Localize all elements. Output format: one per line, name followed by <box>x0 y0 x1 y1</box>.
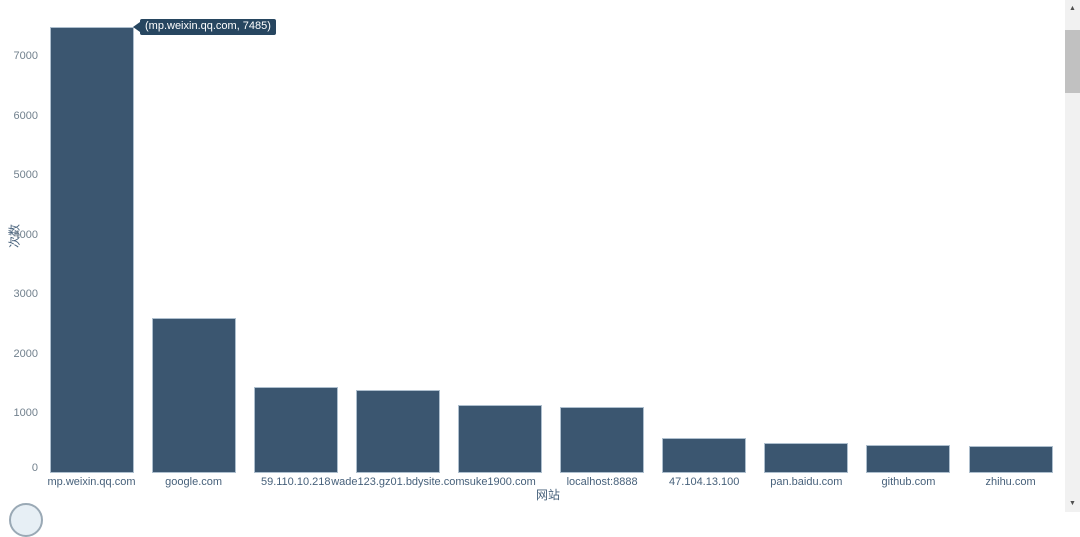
bar[interactable] <box>457 405 542 473</box>
x-tick-label: google.com <box>165 476 223 488</box>
y-tick-label: 4000 <box>13 228 38 241</box>
bar[interactable] <box>253 387 338 473</box>
floating-button-partial[interactable] <box>9 503 43 537</box>
x-tick-label: pan.baidu.com <box>770 476 843 488</box>
bar[interactable] <box>151 318 236 473</box>
tooltip-arrow-icon <box>133 22 140 32</box>
scroll-up-icon: ▲ <box>1069 5 1076 12</box>
x-tick-label: 59.110.10.218 <box>260 476 331 488</box>
bar[interactable] <box>764 442 849 473</box>
bar[interactable] <box>49 27 134 473</box>
scroll-up-button[interactable]: ▲ <box>1065 0 1080 17</box>
scroll-down-button[interactable]: ▼ <box>1065 495 1080 512</box>
bar[interactable] <box>560 406 645 473</box>
tooltip-text: (mp.weixin.qq.com, 7485) <box>140 19 276 35</box>
y-tick-label: 5000 <box>13 169 38 182</box>
x-axis-title: 网站 <box>535 488 561 502</box>
bar[interactable] <box>968 445 1053 473</box>
x-tick-label: localhost:8888 <box>566 476 638 488</box>
y-tick-label: 7000 <box>13 50 38 63</box>
scroll-down-icon: ▼ <box>1069 500 1076 507</box>
x-tick-label: suke1900.com <box>464 476 536 488</box>
y-tick-label: 1000 <box>13 407 38 420</box>
x-tick-label: github.com <box>881 476 936 488</box>
y-tick-label: 6000 <box>13 109 38 122</box>
x-tick-label: 47.104.13.100 <box>669 476 740 488</box>
bar[interactable] <box>355 389 440 473</box>
scrollbar-thumb[interactable] <box>1065 30 1080 93</box>
vertical-scrollbar[interactable]: ▲ ▼ <box>1065 0 1080 512</box>
bar[interactable] <box>866 445 951 473</box>
y-tick-label: 2000 <box>13 347 38 360</box>
y-tick-label: 3000 <box>13 288 38 301</box>
y-tick-label: 0 <box>31 462 38 474</box>
x-tick-label: mp.weixin.qq.com <box>47 476 136 488</box>
x-tick-label: zhihu.com <box>985 476 1036 488</box>
x-tick-label: wade123.gz01.bdysite.com <box>331 476 465 488</box>
bar-chart: 次数 0 1000 2000 3000 4000 5000 6000 7000 mp.weix… <box>8 19 1053 502</box>
bar[interactable] <box>662 437 747 473</box>
tooltip: (mp.weixin.qq.com, 7485) <box>133 19 276 35</box>
